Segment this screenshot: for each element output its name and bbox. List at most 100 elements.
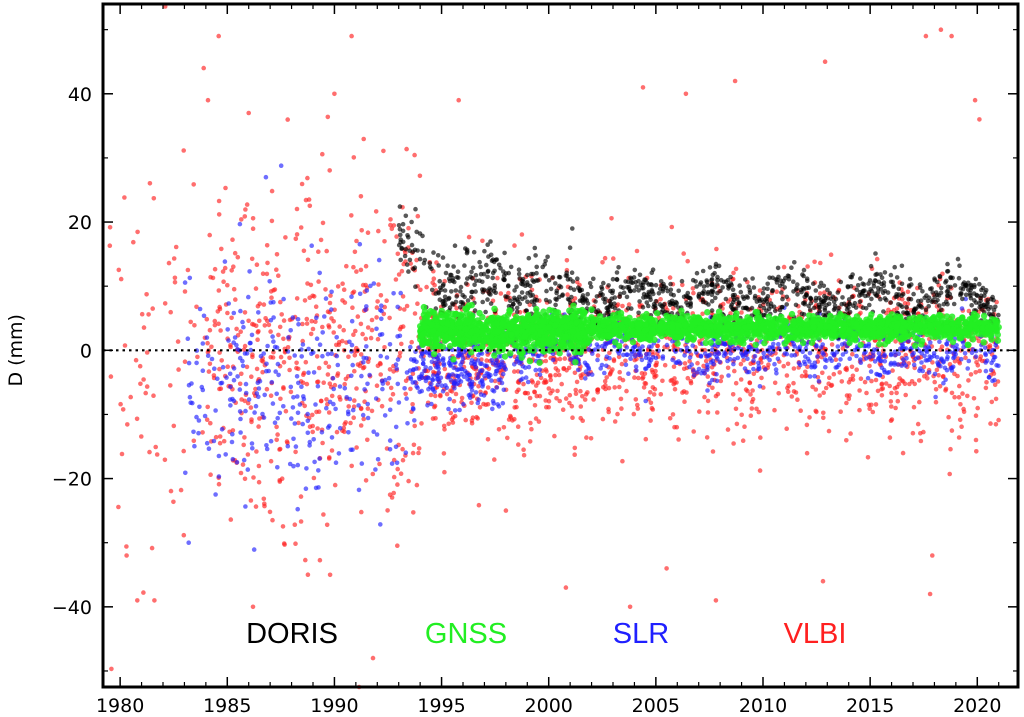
- point-vlbi: [325, 372, 331, 377]
- point-vlbi: [821, 410, 826, 416]
- point-slr: [185, 336, 191, 342]
- point-vlbi: [307, 295, 313, 301]
- point-slr: [306, 346, 311, 352]
- point-vlbi: [826, 428, 832, 434]
- point-vlbi: [293, 449, 298, 455]
- point-vlbi: [939, 344, 945, 350]
- point-doris: [569, 270, 575, 276]
- point-vlbi: [624, 388, 629, 394]
- point-slr: [291, 436, 296, 442]
- point-vlbi: [838, 409, 843, 415]
- point-vlbi: [388, 217, 393, 222]
- point-slr: [240, 363, 246, 369]
- point-vlbi: [305, 257, 311, 263]
- point-doris: [671, 292, 676, 298]
- point-vlbi: [681, 366, 687, 372]
- point-vlbi: [261, 302, 267, 307]
- point-vlbi: [301, 248, 307, 254]
- point-vlbi: [525, 391, 531, 396]
- point-vlbi: [759, 375, 764, 381]
- point-slr: [959, 306, 965, 311]
- point-vlbi: [216, 198, 222, 204]
- point-vlbi: [889, 404, 894, 409]
- point-slr: [243, 408, 248, 414]
- point-vlbi: [446, 421, 452, 427]
- point-slr: [197, 404, 202, 410]
- point-vlbi: [246, 110, 251, 116]
- point-vlbi: [971, 396, 977, 401]
- point-doris: [713, 261, 719, 267]
- point-doris: [723, 296, 729, 302]
- point-vlbi: [933, 399, 939, 405]
- point-doris: [610, 288, 616, 294]
- point-slr: [695, 370, 700, 375]
- point-vlbi: [600, 260, 605, 265]
- point-slr: [439, 383, 445, 389]
- point-vlbi: [554, 396, 559, 401]
- point-slr: [228, 403, 233, 408]
- point-vlbi: [255, 337, 260, 343]
- point-vlbi: [391, 223, 397, 228]
- point-doris: [407, 257, 413, 263]
- point-slr: [682, 353, 687, 358]
- point-vlbi: [911, 404, 917, 410]
- point-doris: [731, 297, 737, 303]
- point-vlbi: [513, 398, 518, 404]
- point-slr: [213, 492, 218, 497]
- point-doris: [656, 291, 662, 296]
- point-vlbi: [810, 384, 815, 390]
- point-vlbi: [135, 229, 140, 235]
- point-vlbi: [360, 331, 365, 337]
- point-slr: [482, 373, 487, 379]
- point-gnss: [536, 359, 543, 366]
- point-slr: [473, 390, 479, 395]
- point-vlbi: [595, 353, 601, 358]
- point-doris: [469, 269, 474, 275]
- point-slr: [356, 403, 361, 408]
- point-doris: [609, 296, 614, 302]
- point-vlbi: [365, 406, 371, 411]
- point-slr: [796, 360, 802, 366]
- point-slr: [299, 384, 304, 390]
- point-doris: [441, 303, 447, 309]
- point-vlbi: [162, 457, 168, 463]
- point-slr: [764, 355, 770, 360]
- point-slr: [517, 360, 522, 366]
- point-vlbi: [965, 393, 970, 399]
- point-vlbi: [496, 427, 502, 432]
- point-vlbi: [399, 341, 404, 347]
- point-doris: [939, 307, 944, 313]
- point-vlbi: [351, 415, 357, 421]
- point-vlbi: [194, 304, 199, 310]
- point-vlbi: [604, 375, 609, 380]
- point-doris: [793, 287, 799, 292]
- point-slr: [512, 362, 517, 367]
- point-vlbi: [296, 420, 301, 426]
- point-vlbi: [713, 598, 719, 603]
- point-vlbi: [688, 379, 694, 384]
- point-vlbi: [274, 437, 280, 443]
- point-vlbi: [182, 289, 188, 294]
- point-slr: [240, 358, 245, 364]
- point-vlbi: [996, 417, 1001, 423]
- point-vlbi: [406, 225, 411, 231]
- point-slr: [994, 363, 999, 368]
- point-doris: [485, 242, 491, 247]
- point-vlbi: [302, 298, 308, 303]
- point-vlbi: [521, 381, 526, 387]
- point-vlbi: [124, 544, 129, 549]
- point-slr: [240, 319, 245, 325]
- point-vlbi: [890, 368, 895, 373]
- point-slr: [823, 364, 828, 370]
- point-doris: [569, 294, 574, 300]
- point-vlbi: [900, 450, 906, 456]
- point-slr: [248, 347, 254, 353]
- point-slr: [602, 370, 607, 376]
- point-doris: [650, 267, 656, 273]
- point-slr: [705, 388, 710, 393]
- point-slr: [396, 400, 402, 405]
- point-vlbi: [207, 361, 213, 367]
- point-vlbi: [556, 372, 562, 378]
- point-vlbi: [363, 478, 369, 483]
- point-slr: [863, 343, 869, 349]
